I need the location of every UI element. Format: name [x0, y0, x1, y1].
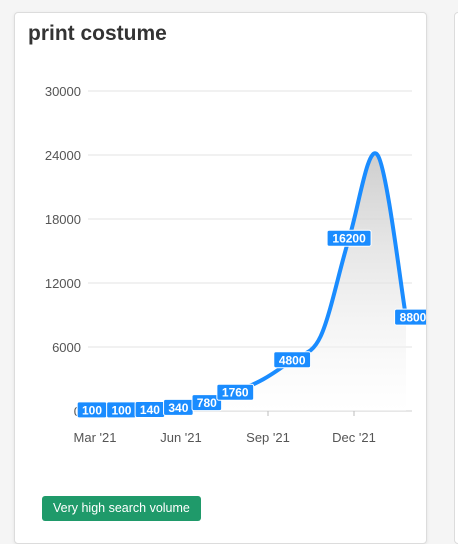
- data-label: 4800: [273, 351, 312, 369]
- y-tick-label: 18000: [45, 212, 81, 227]
- data-label: 16200: [326, 229, 372, 247]
- x-tick-label: Mar '21: [74, 430, 117, 445]
- data-label: 780: [191, 394, 223, 412]
- data-label: 100: [106, 401, 137, 419]
- data-label-bg: [394, 308, 426, 326]
- data-label: 140: [134, 401, 166, 419]
- y-tick-label: 12000: [45, 276, 81, 291]
- data-label-text: 4800: [279, 353, 306, 367]
- data-label-text: 100: [82, 403, 102, 417]
- y-tick-label: 24000: [45, 148, 81, 163]
- data-label-bg: [216, 383, 255, 401]
- data-label-bg: [326, 229, 372, 247]
- data-label-text: 16200: [332, 232, 366, 246]
- data-label-text: 100: [111, 403, 131, 417]
- y-tick-label: 30000: [45, 84, 81, 99]
- search-volume-badge: Very high search volume: [42, 496, 201, 521]
- next-card-edge: [454, 12, 458, 544]
- x-tick-label: Dec '21: [332, 430, 376, 445]
- area-fill: [93, 153, 406, 411]
- x-tick-label: Sep '21: [246, 430, 290, 445]
- data-label-text: 1760: [222, 386, 249, 400]
- data-label: 340: [163, 398, 194, 416]
- y-tick-label: 6000: [52, 340, 81, 355]
- data-label-text: 140: [140, 403, 160, 417]
- data-label: 100: [76, 401, 108, 419]
- data-label: 1760: [216, 383, 255, 401]
- chart-title: print costume: [28, 22, 167, 45]
- data-label-text: 780: [197, 396, 217, 410]
- data-label-text: 8800: [400, 311, 427, 325]
- data-label-bg: [191, 394, 223, 412]
- chart-card: print costume 0600012000180002400030000M…: [14, 12, 427, 544]
- x-tick-label: Jun '21: [160, 430, 202, 445]
- data-label-text: 340: [168, 401, 188, 415]
- data-label: 8800: [394, 308, 427, 326]
- data-label-bg: [273, 351, 312, 369]
